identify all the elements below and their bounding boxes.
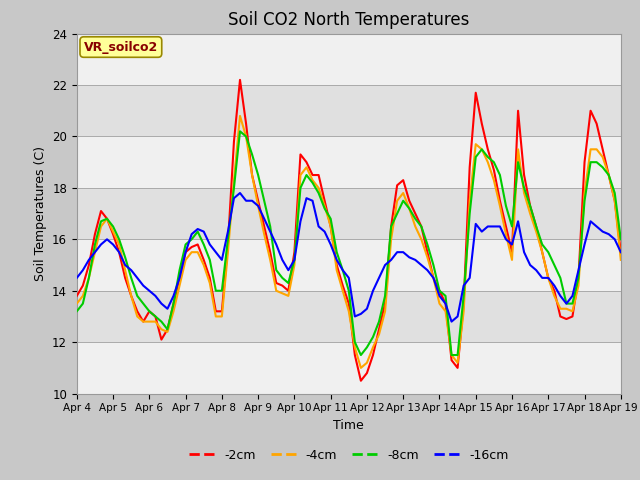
Bar: [77, 136, 621, 188]
Bar: [77, 34, 621, 85]
Title: Soil CO2 North Temperatures: Soil CO2 North Temperatures: [228, 11, 470, 29]
X-axis label: Time: Time: [333, 419, 364, 432]
Legend: -2cm, -4cm, -8cm, -16cm: -2cm, -4cm, -8cm, -16cm: [184, 444, 513, 467]
Bar: [77, 342, 621, 394]
Y-axis label: Soil Temperatures (C): Soil Temperatures (C): [33, 146, 47, 281]
Bar: [77, 240, 621, 291]
Text: VR_soilco2: VR_soilco2: [84, 40, 158, 54]
